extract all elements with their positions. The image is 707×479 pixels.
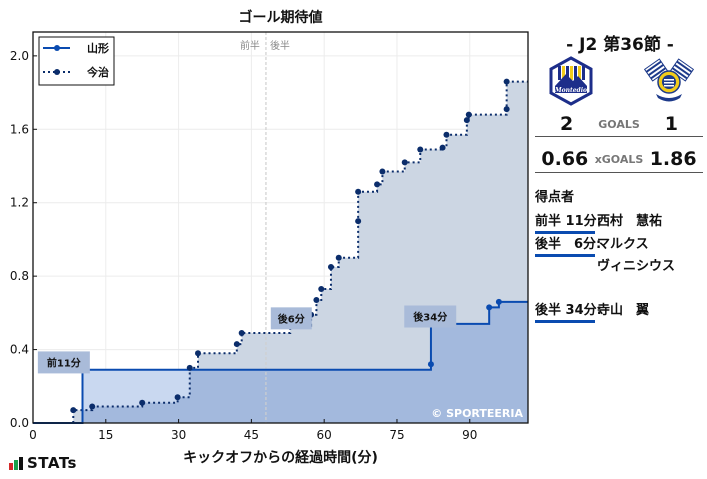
y-tick-label: 0.4 — [10, 343, 29, 357]
x-axis-label: キックオフからの経過時間(分) — [183, 450, 378, 466]
away-shot-marker — [463, 117, 470, 124]
away-shot-marker — [174, 394, 181, 401]
svg-text:Montedio: Montedio — [554, 87, 587, 94]
away-shot-marker — [443, 131, 450, 138]
watermark: © SPORTEERIA — [431, 407, 523, 420]
legend-box — [38, 36, 115, 86]
away-shot-marker — [355, 188, 362, 195]
y-tick-label: 2.0 — [10, 49, 29, 63]
y-tick-label: 1.6 — [10, 122, 29, 136]
away-shot-marker — [355, 218, 362, 225]
scorers-list: 得点者 前半 11分: 西村 慧祐 後半 6分: マルクス ヴィニシウス 後半 … — [535, 186, 675, 323]
x-tick-label: 60 — [317, 428, 332, 442]
goal-annotation-box — [270, 307, 312, 330]
round-label: - J2 第36節 - — [566, 35, 674, 55]
scorer-item: 後半 34分: 寺山 翼 — [535, 300, 675, 323]
legend-home-label: 山形 — [87, 41, 109, 55]
xgoals-row: 0.66 xGOALS 1.86 — [535, 146, 703, 173]
away-xg: 1.86 — [649, 148, 697, 170]
y-tick-label: 0.8 — [10, 269, 29, 283]
legend-away-marker-icon — [54, 69, 60, 75]
away-shot-marker — [313, 297, 320, 304]
legend-away-label: 今治 — [86, 65, 109, 79]
goal-annotation-box — [404, 305, 457, 328]
y-tick-label: 0.0 — [10, 416, 29, 430]
away-xg-line — [72, 80, 528, 423]
away-shot-marker — [70, 407, 77, 414]
xgoals-label: xGOALS — [594, 152, 644, 166]
scorer-item: 後半 6分: マルクス ヴィニシウス — [535, 234, 675, 278]
chart-title: ゴール期待値 — [238, 10, 323, 26]
away-shot-marker — [233, 341, 240, 348]
home-lead-area — [82, 369, 190, 411]
stats-brand-logo: STATs — [9, 454, 77, 472]
away-shot-marker — [503, 106, 510, 113]
legend-home-marker-icon — [54, 45, 60, 51]
y-tick-label: 1.2 — [10, 196, 29, 210]
x-tick-label: 45 — [244, 428, 259, 442]
scorer-time: 後半 34分: — [535, 300, 602, 323]
stats-bars-icon — [9, 457, 23, 470]
away-shot-marker — [417, 146, 424, 153]
away-shot-marker — [186, 364, 193, 371]
goals-row: 2 GOALS 1 — [535, 112, 703, 137]
first-half-label: 前半 — [240, 39, 260, 52]
scorer-time: 前半 11分: — [535, 211, 602, 234]
goal-annotation-box — [37, 351, 90, 374]
plot-frame — [32, 31, 529, 424]
away-shot-marker — [195, 350, 201, 357]
scorer-name: 西村 慧祐 — [597, 214, 663, 229]
home-shot-marker — [495, 298, 502, 305]
scorer-time: 後半 6分: — [535, 234, 601, 257]
montedio-yamagata-logo-icon: Montedio — [549, 56, 593, 106]
away-area — [73, 81, 528, 423]
home-xg: 0.66 — [541, 148, 589, 170]
home-shot-marker — [486, 304, 493, 311]
x-tick-label: 15 — [98, 428, 113, 442]
away-shot-marker — [89, 403, 96, 410]
away-shot-marker — [503, 78, 510, 85]
away-shot-marker — [401, 159, 408, 166]
brand-label: STATs — [27, 454, 77, 472]
goals-label: GOALS — [598, 117, 640, 131]
home-goals: 2 — [560, 113, 574, 135]
scorers-heading: 得点者 — [535, 190, 575, 205]
away-shot-marker — [238, 330, 245, 337]
away-shot-marker — [439, 144, 446, 151]
away-shot-marker — [318, 285, 325, 292]
away-shot-marker — [327, 263, 334, 270]
x-tick-label: 30 — [171, 428, 186, 442]
away-shot-marker — [139, 399, 146, 406]
goal-annotation-label: 後34分 — [413, 311, 447, 324]
away-shot-marker — [379, 168, 386, 175]
scorer-name: 寺山 翼 — [597, 303, 650, 318]
scorer-name: マルクス ヴィニシウス — [597, 237, 676, 274]
second-half-label: 後半 — [270, 39, 290, 52]
goal-annotation-label: 後6分 — [278, 312, 305, 325]
away-shot-marker — [335, 254, 342, 261]
x-tick-label: 0 — [29, 428, 37, 442]
away-shot-marker — [465, 111, 472, 118]
x-tick-label: 90 — [462, 428, 477, 442]
fc-imabari-logo-icon — [644, 58, 694, 102]
home-shot-marker — [427, 361, 434, 368]
scorer-item: 前半 11分: 西村 慧祐 — [535, 211, 675, 234]
away-shot-marker — [374, 181, 381, 188]
away-goals: 1 — [664, 113, 678, 135]
x-tick-label: 75 — [389, 428, 404, 442]
goal-annotation-label: 前11分 — [47, 356, 81, 369]
